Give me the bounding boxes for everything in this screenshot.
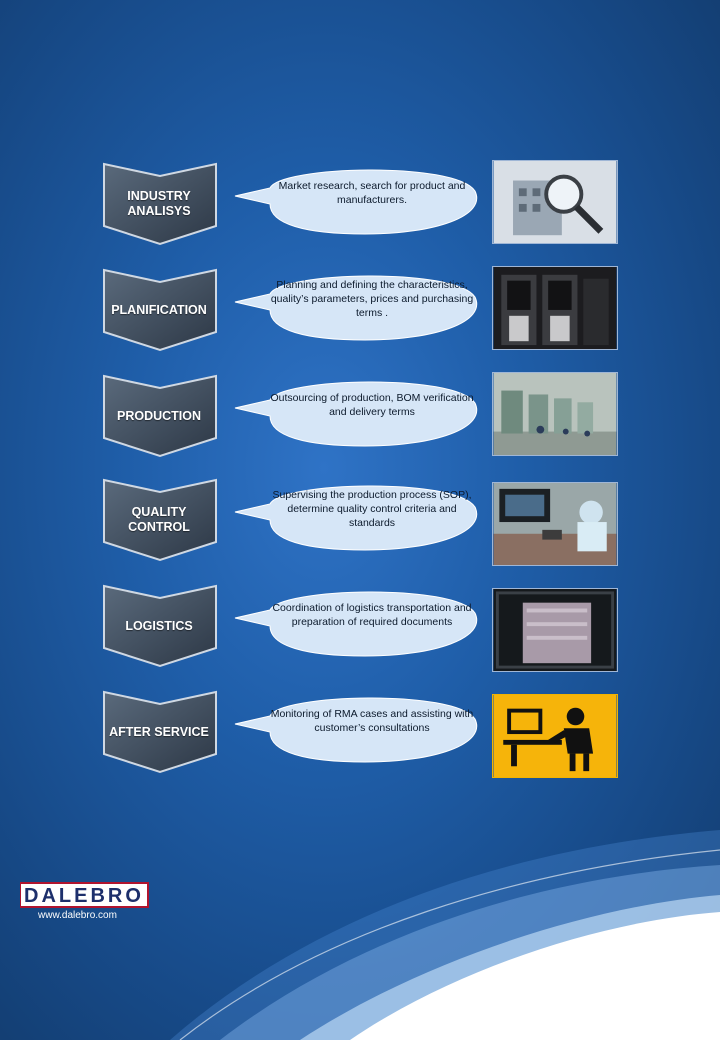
process-step-industry-analysis: INDUSTRY ANALISYS Market research, searc… bbox=[0, 156, 720, 256]
step-label: AFTER SERVICE bbox=[109, 724, 209, 739]
dalebro-logo: DALEBRO bbox=[20, 882, 149, 908]
step-label: LOGISTICS bbox=[125, 618, 193, 633]
speech-bubble bbox=[234, 275, 478, 341]
step-label: PLANIFICATION bbox=[111, 302, 207, 317]
step-description: Outsourcing of production, BOM verificat… bbox=[270, 392, 474, 418]
step-description: Monitoring of RMA cases and assisting wi… bbox=[270, 708, 474, 734]
step-label: PRODUCTION bbox=[116, 408, 202, 423]
speech-bubble bbox=[234, 381, 478, 447]
inspection-lab-photo bbox=[492, 482, 618, 566]
step-description: Coordination of logistics transportation… bbox=[272, 602, 472, 628]
step-label: QUALITY CONTROL bbox=[128, 505, 190, 534]
svg-text:DALEBRO: DALEBRO bbox=[24, 885, 144, 907]
chevron-shape bbox=[103, 478, 217, 562]
speech-bubble bbox=[234, 591, 478, 657]
step-label: INDUSTRY ANALISYS bbox=[127, 189, 191, 218]
process-step-after-service: AFTER SERVICE Monitoring of RMA cases an… bbox=[0, 684, 720, 784]
chevron-shape bbox=[103, 162, 217, 246]
speech-bubble bbox=[234, 485, 478, 551]
process-step-production: PRODUCTION Outsourcing of production, BO… bbox=[0, 368, 720, 468]
factory-floor-photo bbox=[492, 372, 618, 456]
container-cargo-photo bbox=[492, 588, 618, 672]
speech-bubble bbox=[234, 169, 478, 235]
process-step-quality-control: QUALITY CONTROL Supervising the producti… bbox=[0, 472, 720, 572]
magnifier-building-icon bbox=[492, 160, 618, 244]
process-step-planification: PLANIFICATION Planning and defining the … bbox=[0, 262, 720, 362]
step-description: Planning and defining the characteristic… bbox=[270, 279, 474, 319]
step-description: Market research, search for product and … bbox=[278, 180, 466, 206]
chevron-shape bbox=[103, 584, 217, 668]
speech-bubble bbox=[234, 697, 478, 763]
step-description: Supervising the production process (SOP)… bbox=[272, 489, 472, 529]
process-step-logistics: LOGISTICS Coordination of logistics tran… bbox=[0, 578, 720, 678]
chevron-shape bbox=[103, 268, 217, 352]
chevron-shape bbox=[103, 690, 217, 774]
server-cabinets-photo bbox=[492, 266, 618, 350]
website-url[interactable]: www.dalebro.com bbox=[38, 910, 117, 921]
support-agent-icon bbox=[492, 694, 618, 778]
chevron-shape bbox=[103, 374, 217, 458]
